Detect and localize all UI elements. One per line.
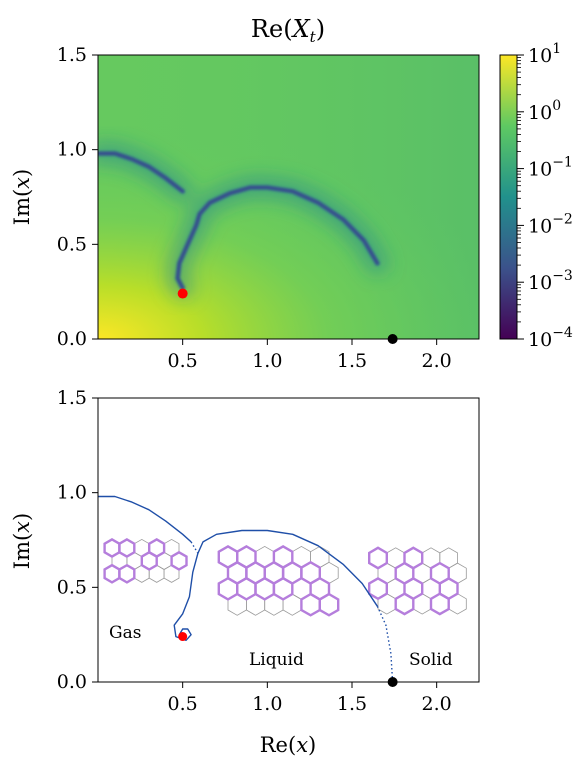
zero-curves [98,151,380,291]
label-gas: Gas [109,623,141,643]
bottom-axes-frame [97,397,480,683]
bottom-ylabel: Im(x) [10,513,34,569]
top-axes-frame [97,54,480,340]
bottom-phase-plot: 0.0 0.5 1.0 1.5 0.5 1.0 1.5 2.0 Gas Liquid Soli… [10,387,480,757]
hex-cell-occupied [368,546,388,570]
top-ytick-label: 1.5 [57,44,87,66]
boundary-solid [173,553,199,641]
boundary-solid [98,495,192,543]
colorbar: 101 100 10−1 10−2 10−3 10−4 [499,41,573,351]
top-ytick-label: 1.0 [57,139,87,161]
boundary-solid [197,529,378,607]
hex-cell-occupied [272,576,294,601]
hex-cell-occupied [429,592,450,616]
top-xtick-label: 1.0 [252,350,282,372]
top-heatmap: Re(Xt) 0.0 0.5 1.0 1.5 0.5 1.0 1.5 2.0 Im(x) 10… [10,15,573,372]
bottom-ytick-label: 1.0 [57,482,87,504]
hex-cell-occupied [118,538,136,558]
bottom-axes-bg [98,398,479,682]
hex-cell-occupied [118,563,136,584]
bottom-ytick-label: 1.5 [57,387,87,409]
top-ylabel: Im(x) [10,169,34,225]
top-axis-ticks: 0.0 0.5 1.0 1.5 0.5 1.0 1.5 2.0 [57,44,452,372]
zero-curve-core [98,152,184,193]
black-point [387,677,398,687]
red-point [178,632,188,642]
top-ytick-label: 0.0 [57,328,87,350]
colorbar-tick-label: 100 [528,98,561,124]
hex-inset-solid [368,546,467,616]
hex-inset-liquid [217,545,340,617]
bottom-xtick-label: 1.5 [337,693,367,715]
bottom-axis-ticks: 0.0 0.5 1.0 1.5 0.5 1.0 1.5 2.0 [57,387,452,715]
hex-cell-occupied [318,592,340,617]
top-xtick-label: 2.0 [422,350,452,372]
hex-cell-occupied [170,550,188,571]
hex-cell-occupied [394,592,415,616]
colorbar-tick-label: 10−4 [528,325,573,351]
top-title: Re(Xt) [251,15,325,46]
hex-cell-occupied [140,550,158,571]
top-xtick-label: 1.5 [337,350,367,372]
colorbar-tick-label: 101 [528,41,561,67]
zero-curve-core [176,186,379,289]
hex-inset-gas [103,538,188,584]
colorbar-ticks: 101 100 10−1 10−2 10−3 10−4 [517,41,573,351]
colorbar-tick-label: 10−2 [528,211,573,237]
bottom-ytick-label: 0.5 [57,576,87,598]
heatmap-field [98,55,479,339]
phase-boundary [98,495,394,683]
bottom-ytick-label: 0.0 [57,671,87,693]
bottom-xlabel: Re(x) [260,733,316,757]
colorbar-frame [499,54,518,340]
black-point [387,334,398,344]
hexagon-insets [103,538,467,617]
top-xtick-label: 0.5 [168,350,198,372]
colorbar-gradient [500,55,517,339]
colorbar-tick-label: 10−1 [528,155,573,181]
label-liquid: Liquid [249,650,304,670]
bottom-markers [178,632,398,687]
bottom-xtick-label: 2.0 [422,693,452,715]
red-point [177,288,188,299]
label-solid: Solid [409,650,453,670]
colorbar-tick-label: 10−3 [528,268,573,294]
bottom-xtick-label: 0.5 [168,693,198,715]
top-ytick-label: 0.5 [57,233,87,255]
top-markers [177,288,398,344]
bottom-xtick-label: 1.0 [252,693,282,715]
